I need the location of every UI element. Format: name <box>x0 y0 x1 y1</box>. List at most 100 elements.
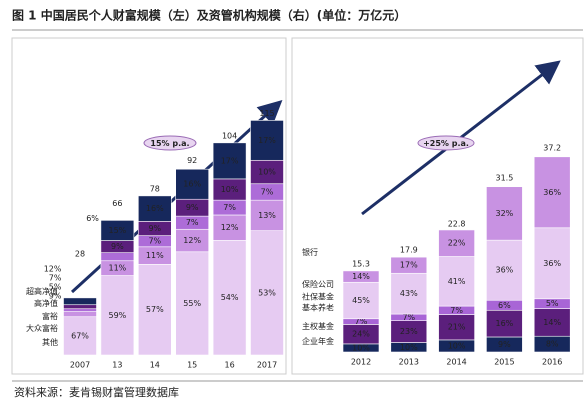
data-label: 10% <box>448 341 466 350</box>
bar-segment <box>138 195 172 222</box>
legend-label: 超高净值 <box>26 286 58 296</box>
x-tick-label: 2016 <box>542 358 562 367</box>
bar-segment <box>175 251 209 356</box>
total-label: 22.8 <box>448 220 466 229</box>
annotation-bubble <box>417 135 475 151</box>
data-label: 59% <box>109 311 127 320</box>
data-label: 7% <box>450 306 463 315</box>
data-label: 16% <box>496 319 514 328</box>
bar-segment <box>390 256 428 274</box>
legend-label: 社保基金基本养老 <box>302 291 334 312</box>
x-tick-label: 15 <box>187 361 197 370</box>
total-label: 17.9 <box>400 246 418 255</box>
data-label: 16% <box>146 204 164 213</box>
data-label: 15% <box>109 226 127 235</box>
total-label: 78 <box>150 184 160 193</box>
bar-segment <box>250 199 284 231</box>
total-label: 31.5 <box>495 174 513 183</box>
bar-segment <box>63 311 97 318</box>
bar-segment <box>100 252 135 262</box>
data-label: 8% <box>546 340 559 349</box>
bar-segment <box>212 240 247 356</box>
total-label: 92 <box>187 156 197 165</box>
x-tick-label: 14 <box>150 361 160 370</box>
legend-label: 主权基金 <box>302 321 334 331</box>
data-label: 7% <box>261 187 274 196</box>
x-tick-label: 13 <box>112 361 122 370</box>
bar-segment <box>438 314 475 341</box>
data-label: 10% <box>352 343 370 352</box>
legend-label: 大众富裕 <box>26 323 58 333</box>
data-label: 6% <box>498 301 511 310</box>
bar-segment <box>533 156 571 229</box>
data-label: 14% <box>543 318 561 327</box>
bar-segment <box>63 297 97 306</box>
bar-segment <box>533 308 571 337</box>
data-label: 57% <box>146 305 164 314</box>
legend-label: 保险公司 <box>302 279 334 289</box>
data-label: 17% <box>258 136 276 145</box>
total-label: 28 <box>75 249 85 258</box>
legend-label: 高净值 <box>34 298 58 308</box>
data-label: 10% <box>221 185 239 194</box>
data-label: 43% <box>400 289 418 298</box>
data-label: 7% <box>402 313 415 322</box>
annotation: 15% p.a. <box>150 139 189 148</box>
bar-segment <box>438 229 475 257</box>
bar-segment <box>212 214 247 241</box>
data-label: 55% <box>183 299 201 308</box>
bar-segment <box>212 142 247 180</box>
data-label: 12% <box>183 236 201 245</box>
data-label: 54% <box>221 293 239 302</box>
annotation: +25% p.a. <box>423 139 469 148</box>
data-label: 53% <box>258 288 276 297</box>
x-tick-label: 2015 <box>494 358 514 367</box>
x-tick-label: 2017 <box>257 361 277 370</box>
bar-segment <box>486 186 523 241</box>
data-label: 45% <box>352 296 370 305</box>
data-label: 12% <box>44 264 62 273</box>
legend-label: 企业年金 <box>302 336 334 346</box>
x-tick-label: 2014 <box>446 358 466 367</box>
bar-segment <box>486 309 523 338</box>
bar-segment <box>100 220 135 241</box>
data-label: 9% <box>148 224 161 233</box>
bar-segment <box>138 264 172 356</box>
data-label: 7% <box>223 203 236 212</box>
bar-segment <box>342 270 380 283</box>
x-tick-label: 16 <box>225 361 235 370</box>
data-label: 21% <box>448 323 466 332</box>
bar-segment <box>390 272 428 315</box>
legend-label: 富裕 <box>42 311 58 321</box>
data-label: 22% <box>448 239 466 248</box>
data-label: 7% <box>49 273 62 282</box>
data-label: 12% <box>221 223 239 232</box>
data-label: 9% <box>498 340 511 349</box>
data-label: 36% <box>543 259 561 268</box>
data-label: 9% <box>186 203 199 212</box>
source: 资料来源：麦肯锡财富管理数据库 <box>14 385 179 399</box>
x-tick-label: 2013 <box>399 358 419 367</box>
bar-segment <box>250 230 284 356</box>
bar-segment <box>250 120 284 161</box>
annotation-bubble <box>143 135 197 151</box>
total-label: 66 <box>112 199 122 208</box>
data-label: 7% <box>186 218 199 227</box>
total-label: 104 <box>222 131 237 140</box>
total-label: 115 <box>259 109 274 118</box>
bar-segment <box>175 168 209 200</box>
data-label: 7% <box>148 237 161 246</box>
data-label: 7% <box>355 317 368 326</box>
data-label: 5% <box>546 299 559 308</box>
data-label: 10% <box>400 343 418 352</box>
data-label: 23% <box>400 327 418 336</box>
data-label: 9% <box>49 291 62 300</box>
bar-segment <box>63 304 97 310</box>
data-label: 17% <box>400 261 418 270</box>
data-label: 24% <box>352 330 370 339</box>
data-label: 6% <box>86 214 99 223</box>
data-label: 32% <box>496 209 514 218</box>
data-label: 9% <box>111 242 124 251</box>
bar-segment <box>63 308 97 312</box>
